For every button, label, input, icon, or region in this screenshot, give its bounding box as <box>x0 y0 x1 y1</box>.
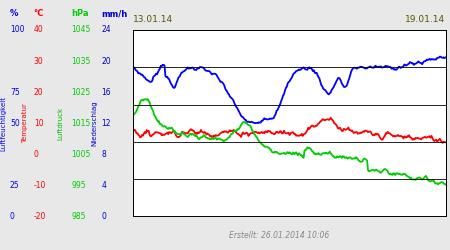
Text: 985: 985 <box>71 212 86 221</box>
Text: 0: 0 <box>34 150 39 159</box>
Text: 20: 20 <box>34 88 43 96</box>
Text: 995: 995 <box>71 181 86 190</box>
Text: 10: 10 <box>34 119 43 128</box>
Text: Erstellt: 26.01.2014 10:06: Erstellt: 26.01.2014 10:06 <box>229 231 329 240</box>
Text: mm/h: mm/h <box>101 9 127 18</box>
Text: 13.01.14: 13.01.14 <box>133 16 173 24</box>
Text: %: % <box>10 9 18 18</box>
Text: 1005: 1005 <box>71 150 90 159</box>
Text: 1015: 1015 <box>71 119 90 128</box>
Text: 19.01.14: 19.01.14 <box>405 16 446 24</box>
Text: 1045: 1045 <box>71 26 90 35</box>
Text: 50: 50 <box>10 119 20 128</box>
Text: 8: 8 <box>101 150 106 159</box>
Text: °C: °C <box>34 9 44 18</box>
Text: Temperatur: Temperatur <box>22 103 28 143</box>
Text: Luftdruck: Luftdruck <box>58 106 64 140</box>
Text: Niederschlag: Niederschlag <box>91 100 98 146</box>
Text: 1035: 1035 <box>71 56 90 66</box>
Text: 0: 0 <box>10 212 15 221</box>
Text: 25: 25 <box>10 181 19 190</box>
Text: 24: 24 <box>101 26 111 35</box>
Text: -10: -10 <box>34 181 46 190</box>
Text: 0: 0 <box>101 212 106 221</box>
Text: Luftfeuchtigkeit: Luftfeuchtigkeit <box>0 96 7 150</box>
Text: 30: 30 <box>34 56 44 66</box>
Text: 40: 40 <box>34 26 44 35</box>
Text: 100: 100 <box>10 26 24 35</box>
Text: 4: 4 <box>101 181 106 190</box>
Text: 1025: 1025 <box>71 88 90 96</box>
Text: 75: 75 <box>10 88 20 96</box>
Text: 20: 20 <box>101 56 111 66</box>
Text: -20: -20 <box>34 212 46 221</box>
Text: hPa: hPa <box>71 9 89 18</box>
Text: 12: 12 <box>101 119 111 128</box>
Text: 16: 16 <box>101 88 111 96</box>
